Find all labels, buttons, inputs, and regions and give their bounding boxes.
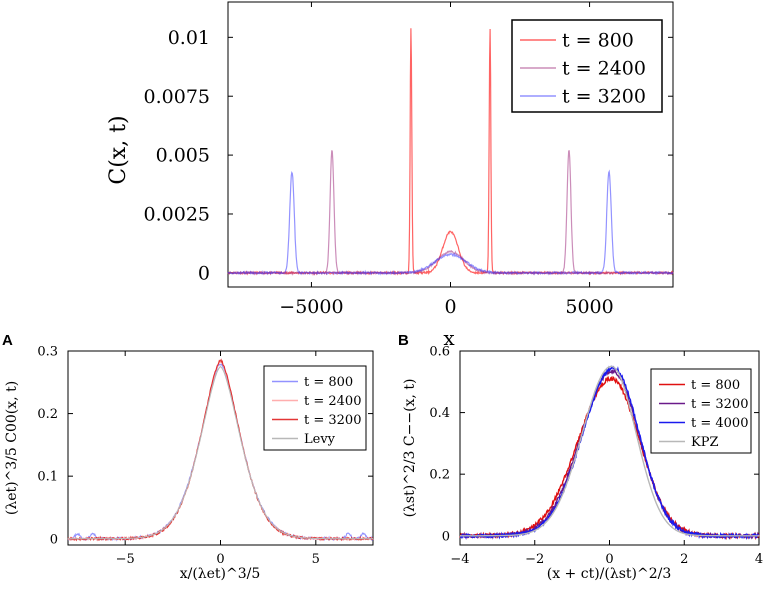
y-axis-label: (λst)^2/3 C−−(x, t) [402, 379, 418, 518]
x-tick-label: 5 [312, 552, 320, 567]
x-tick-label: −5 [116, 552, 135, 567]
legend-label: t = 3200 [691, 397, 748, 412]
legend-label: t = 4000 [691, 416, 748, 431]
legend-box [263, 365, 367, 451]
x-tick-label: 0 [605, 552, 613, 567]
y-tick-label: 0.005 [156, 145, 210, 167]
legend-label: t = 2400 [562, 58, 646, 80]
x-tick-label: −4 [450, 552, 469, 567]
y-tick-label: 0.0075 [144, 86, 210, 108]
x-tick-label: 4 [755, 552, 763, 567]
legend-label: t = 3200 [304, 413, 361, 428]
y-axis-label: (λet)^3/5 C00(x, t) [4, 381, 20, 515]
legend-label: t = 3200 [562, 86, 646, 108]
y-tick-label: 0.6 [429, 345, 450, 360]
y-tick-label: 0 [442, 529, 450, 544]
y-tick-label: 0.4 [429, 406, 450, 421]
series-line-t-3200 [227, 169, 674, 276]
y-tick-label: 0.2 [37, 407, 58, 422]
panel-label-b: B [398, 332, 409, 349]
x-tick-label: −5000 [279, 296, 343, 318]
x-axis-label: (x + ct)/(λst)^2/3 [547, 566, 672, 582]
panel-label-a: A [2, 332, 13, 349]
y-axis-label: C(x, t) [106, 115, 131, 184]
legend-label: t = 800 [304, 375, 353, 390]
y-tick-label: 0 [50, 532, 58, 547]
legend-label: Levy [304, 432, 336, 447]
legend-label: KPZ [691, 435, 719, 450]
x-tick-label: 5000 [565, 296, 613, 318]
x-tick-label: 2 [680, 552, 688, 567]
series-line-a-levy [68, 365, 373, 540]
y-tick-label: 0.0025 [144, 204, 210, 226]
legend-label: t = 2400 [304, 394, 361, 409]
y-tick-label: 0.2 [429, 468, 450, 483]
x-axis-label: x/(λet)^3/5 [180, 566, 261, 582]
y-tick-label: 0 [198, 263, 210, 285]
series-line-b-kpz [460, 365, 759, 537]
y-tick-label: 0.01 [168, 27, 210, 49]
y-tick-label: 0.1 [37, 470, 58, 485]
legend-box [650, 368, 752, 454]
legend-label: t = 800 [562, 30, 634, 52]
legend-label: t = 800 [691, 378, 740, 393]
top-x-axis-label: x [443, 326, 455, 350]
x-tick-label: 0 [216, 552, 224, 567]
x-tick-label: −2 [525, 552, 544, 567]
y-tick-label: 0.3 [37, 345, 58, 360]
x-tick-label: 0 [444, 296, 456, 318]
